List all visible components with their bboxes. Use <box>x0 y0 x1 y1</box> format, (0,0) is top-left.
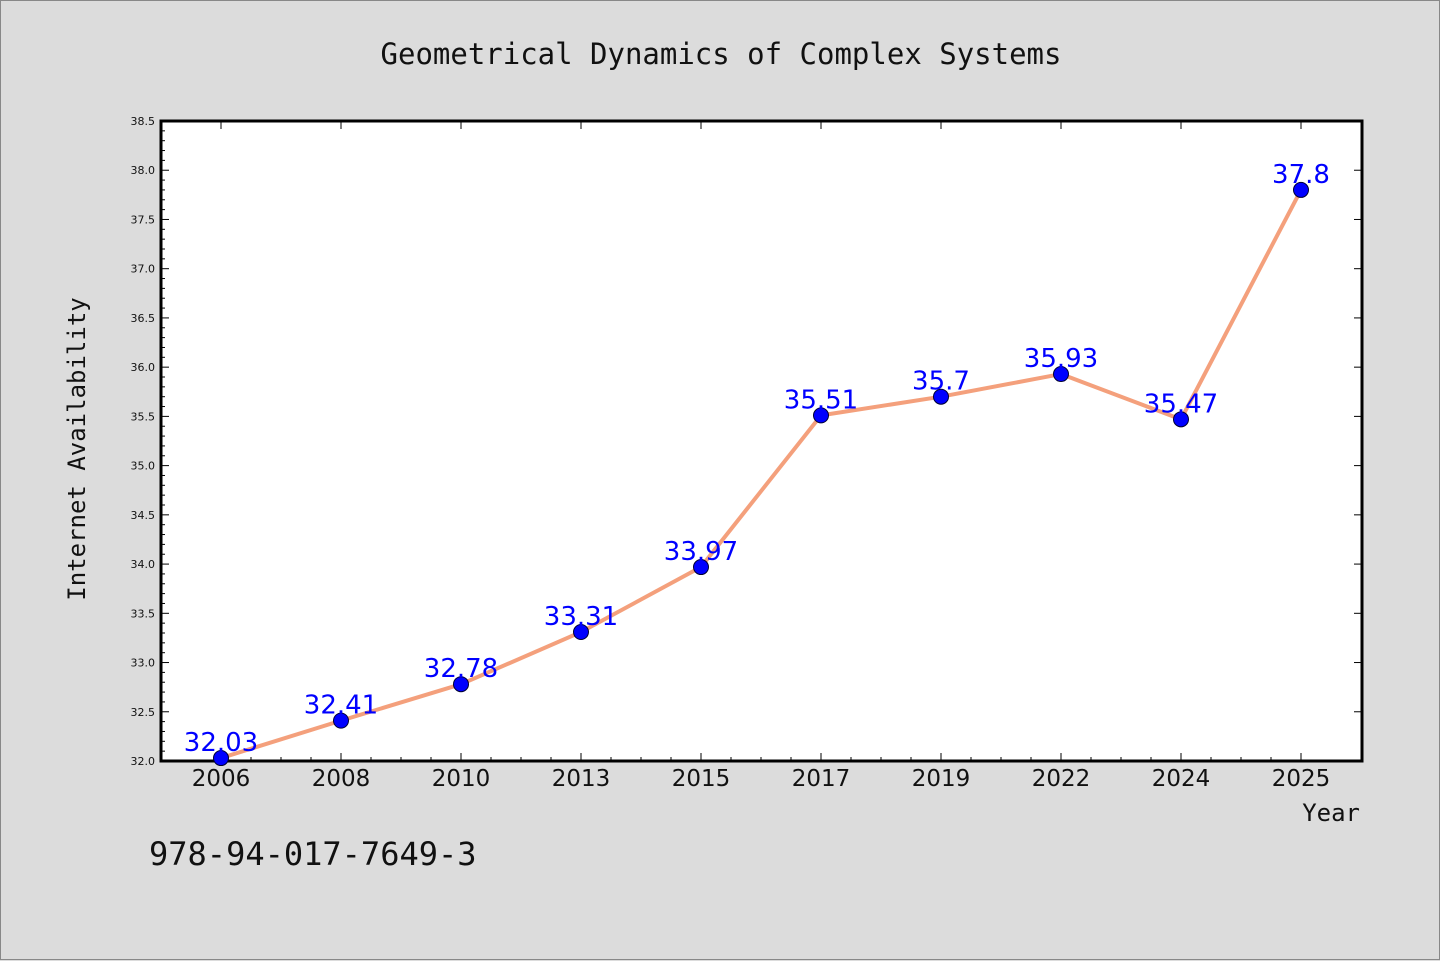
x-axis: 2006 2008 2010 2013 2015 2017 2019 2022 2024 2025 <box>192 121 1331 792</box>
y-tick-label: 34.0 <box>131 558 156 571</box>
data-point <box>813 407 829 424</box>
series-line <box>220 188 1303 760</box>
x-tick-label: 2024 <box>1152 766 1211 792</box>
data-label: 35.93 <box>1024 344 1098 374</box>
data-label: 32.41 <box>304 691 378 721</box>
x-tick-label: 2017 <box>792 766 851 792</box>
chart-title: Geometrical Dynamics of Complex Systems <box>381 37 1062 71</box>
y-tick-label: 37.0 <box>131 263 156 276</box>
data-point <box>213 750 229 767</box>
x-tick-label: 2025 <box>1272 766 1331 792</box>
data-labels: 32.03 32.41 32.78 33.31 33.97 35.51 35.7 35.93 3… <box>184 160 1330 758</box>
y-tick-label: 35.0 <box>131 460 156 473</box>
data-label: 32.78 <box>424 654 498 684</box>
data-label: 32.03 <box>184 728 258 758</box>
x-axis-label: Year <box>1302 799 1360 827</box>
y-axis-label: Internet Availability <box>63 297 91 600</box>
y-tick-label: 33.0 <box>131 657 156 670</box>
x-tick-label: 2006 <box>192 766 251 792</box>
y-tick-label: 37.5 <box>131 213 156 226</box>
y-tick-label: 36.5 <box>131 312 156 325</box>
y-axis: 32.0 32.5 33.0 33.5 34.0 34.5 35.0 35.5 36.0 36.5… <box>131 115 1362 768</box>
data-point <box>933 388 949 405</box>
y-tick-label: 34.5 <box>131 509 156 522</box>
x-tick-label: 2013 <box>552 766 611 792</box>
y-tick-label: 33.5 <box>131 607 156 620</box>
y-tick-label: 38.0 <box>131 164 156 177</box>
data-point <box>1173 411 1189 428</box>
data-point <box>1293 181 1309 198</box>
x-tick-label: 2019 <box>912 766 971 792</box>
data-point <box>573 624 589 641</box>
x-tick-label: 2022 <box>1032 766 1091 792</box>
data-label: 35.7 <box>912 367 970 397</box>
plot-area <box>159 119 1364 763</box>
y-tick-label: 32.0 <box>131 755 156 768</box>
data-label: 35.47 <box>1144 389 1218 419</box>
data-label: 37.8 <box>1272 160 1330 190</box>
data-point <box>333 712 349 729</box>
y-tick-label: 32.5 <box>131 706 156 719</box>
y-tick-label: 38.5 <box>131 115 156 128</box>
data-point <box>693 559 709 576</box>
data-point <box>453 676 469 693</box>
series-layer <box>213 181 1309 767</box>
x-tick-label: 2008 <box>312 766 371 792</box>
y-tick-label: 36.0 <box>131 361 156 374</box>
data-label: 35.51 <box>784 385 858 415</box>
data-label: 33.31 <box>544 602 618 632</box>
y-tick-label: 35.5 <box>131 410 156 423</box>
data-label: 33.97 <box>664 537 738 567</box>
x-tick-label: 2015 <box>672 766 731 792</box>
isbn-text: 978-94-017-7649-3 <box>149 835 477 873</box>
data-point <box>1053 366 1069 383</box>
x-tick-label: 2010 <box>432 766 491 792</box>
